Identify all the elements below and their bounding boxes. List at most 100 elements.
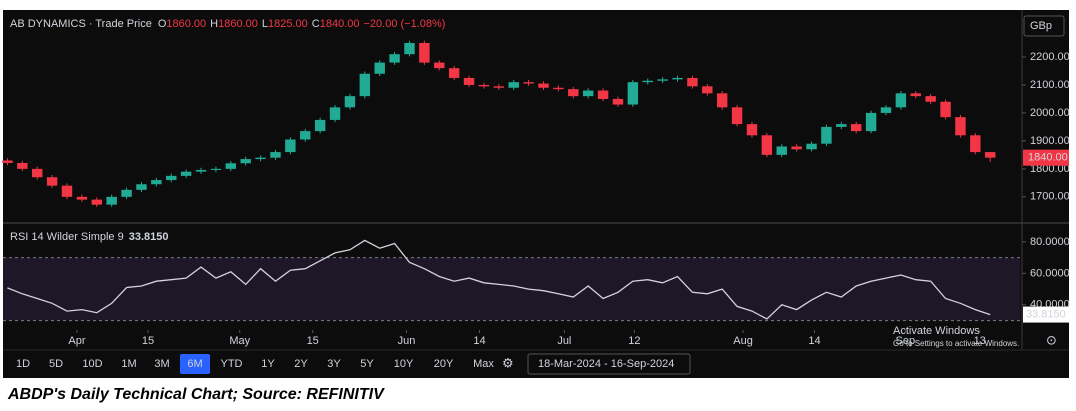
toolbar-icon[interactable]: ⚙ (502, 355, 514, 370)
watermark: Activate Windows (893, 325, 980, 337)
candle-body (731, 107, 743, 125)
candle-body (180, 171, 192, 176)
x-tick-label: 14 (808, 335, 820, 347)
x-tick-label: 15 (142, 335, 154, 347)
candle-body (970, 135, 981, 153)
candle-body (61, 185, 73, 197)
currency[interactable]: GBp (1030, 20, 1052, 32)
x-tick-label: 14 (473, 335, 485, 347)
candle-body (955, 117, 966, 136)
x-tick-label: May (229, 335, 250, 347)
header: AB DYNAMICS · Trade Price O1860.00 H1860.0… (10, 18, 445, 30)
candle-body (478, 84, 490, 87)
y-tick-label: 1900.00 (1030, 135, 1070, 147)
candle-body (553, 87, 564, 90)
candle-body (850, 124, 862, 132)
candle-body (910, 93, 921, 97)
candle-body (121, 189, 132, 197)
candle-body (523, 82, 534, 84)
ohlc-value: 1840.00 (320, 18, 360, 30)
candle-body (582, 90, 594, 97)
ohlc-key: O (158, 18, 167, 30)
y-tick-label: 1800.00 (1030, 163, 1070, 175)
rsi-line (7, 239, 991, 320)
range-button[interactable]: 1Y (261, 358, 275, 370)
candle-body (329, 107, 341, 120)
candle-body (597, 90, 609, 99)
x-tick-label: 12 (628, 335, 640, 347)
candle-body (716, 93, 728, 108)
range-active[interactable] (180, 354, 210, 374)
candle-body (612, 98, 624, 105)
candle-body (300, 131, 311, 140)
range-button[interactable]: 3M (154, 358, 169, 370)
range-button[interactable]: 5Y (360, 358, 374, 370)
x-tick-label: 15 (307, 335, 319, 347)
candle-body (434, 62, 445, 69)
x-tick-label: Apr (68, 335, 85, 347)
range-button[interactable]: 10D (82, 358, 102, 370)
candle-body (106, 196, 117, 205)
candle-body (255, 157, 266, 160)
candle-body (136, 184, 147, 190)
candle-body (687, 77, 698, 87)
currency-box[interactable] (1023, 15, 1065, 37)
date-box[interactable] (527, 353, 691, 375)
rsi-value-box (1023, 306, 1069, 323)
candle-body (836, 124, 847, 127)
y-tick-label: 80.0000 (1030, 236, 1070, 248)
symbol: AB DYNAMICS · Trade Price (10, 18, 152, 30)
y-tick-label: 2000.00 (1030, 107, 1070, 119)
candle-body (32, 168, 43, 178)
candle-body (568, 89, 579, 97)
candle-body (46, 177, 58, 186)
settings-icon[interactable]: ⊙ (1046, 332, 1057, 347)
candle-body (880, 107, 892, 113)
candle-body (374, 62, 385, 74)
range-button[interactable]: 1D (16, 358, 30, 370)
range-button[interactable]: 1M (121, 358, 136, 370)
ohlc-key: C (312, 18, 320, 30)
candle-body (359, 73, 371, 97)
candle-body (463, 77, 475, 85)
candle-body (285, 139, 296, 153)
candle-body (642, 80, 653, 83)
y-tick-label: 2100.00 (1030, 79, 1070, 91)
watermark: Go to Settings to activate Windows. (893, 339, 1019, 348)
candle-body (702, 86, 713, 94)
candle-body (538, 83, 549, 88)
candle-body (270, 152, 281, 158)
rsi-band (3, 257, 1020, 321)
candle-body (761, 135, 773, 155)
ohlc-value: 1860.00 (166, 18, 206, 30)
candle-body (776, 146, 787, 155)
background (3, 10, 1069, 378)
candle-body (91, 199, 102, 205)
candle-body (985, 152, 996, 158)
date-range[interactable]: 18-Mar-2024 - 16-Sep-2024 (538, 358, 674, 370)
range-button[interactable]: 5D (49, 358, 63, 370)
x-tick-label: Jun (398, 335, 416, 347)
candle-body (210, 168, 222, 170)
candle-body (404, 43, 415, 55)
candle-body (344, 96, 356, 108)
range-button[interactable]: 2Y (294, 358, 308, 370)
range-button[interactable]: 6M (187, 358, 202, 370)
candle-body (627, 82, 639, 105)
candle-body (865, 112, 877, 132)
candle-body (895, 93, 907, 108)
y-tick-label: 1700.00 (1030, 191, 1070, 203)
candle-body (389, 54, 400, 63)
last-price-label: 1840.00 (1028, 152, 1068, 164)
range-button[interactable]: 10Y (394, 358, 414, 370)
change: −20.00 (−1.08%) (363, 18, 445, 30)
candle-body (240, 159, 251, 164)
range-button[interactable]: 3Y (327, 358, 341, 370)
ohlc-value: 1860.00 (218, 18, 258, 30)
last-price-box (1023, 149, 1069, 166)
range-button[interactable]: 20Y (434, 358, 454, 370)
candle-body (657, 79, 668, 81)
range-button[interactable]: YTD (221, 358, 243, 370)
candle-body (314, 119, 326, 132)
range-button[interactable]: Max (473, 358, 494, 370)
